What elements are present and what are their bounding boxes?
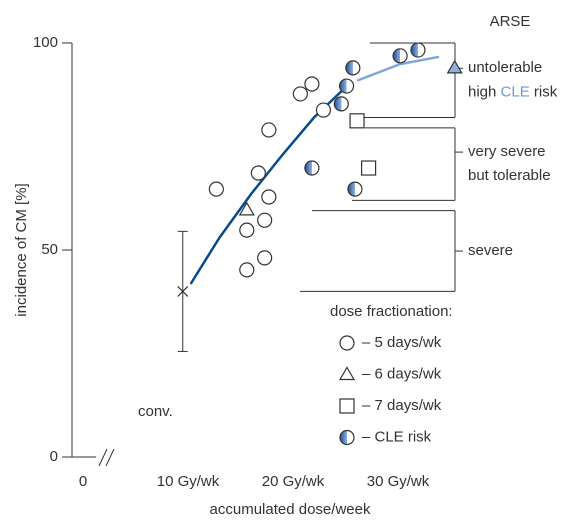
- marker-circle: [257, 212, 273, 228]
- marker-cle: [338, 78, 355, 94]
- y-tick-label: 0: [50, 448, 58, 465]
- marker-cle: [304, 160, 320, 176]
- band-label: but tolerable: [468, 167, 551, 184]
- marker-circle: [261, 189, 277, 205]
- band-label: untolerable: [468, 59, 542, 76]
- x-tick-label: 20 Gy/wk: [262, 473, 325, 490]
- band-label: severe: [468, 242, 513, 259]
- marker-circle: [257, 250, 273, 266]
- marker-cross: [177, 285, 189, 297]
- legend-title: dose fractionation:: [330, 303, 453, 320]
- annotation: ARSE: [490, 13, 531, 30]
- legend-label: – 5 days/wk: [362, 334, 442, 351]
- marker-circle: [304, 76, 320, 92]
- marker-square: [349, 113, 365, 129]
- marker-triangle: [238, 201, 255, 216]
- legend-label: – 7 days/wk: [362, 397, 442, 414]
- x-tick-label: 0: [79, 473, 87, 490]
- marker-cle: [392, 48, 408, 64]
- marker-circle: [261, 122, 277, 138]
- marker-triangle: [446, 59, 463, 74]
- marker-circle: [239, 262, 255, 278]
- marker-circle: [250, 165, 266, 181]
- marker-cle: [333, 96, 349, 112]
- marker-cle: [345, 60, 361, 76]
- y-tick-label: 50: [41, 241, 58, 258]
- marker-circle: [239, 222, 255, 238]
- x-tick-label: 10 Gy/wk: [157, 473, 220, 490]
- marker-cle: [339, 429, 355, 446]
- marker-triangle: [338, 366, 356, 381]
- legend-label: – CLE risk: [362, 428, 432, 445]
- legend-label: – 6 days/wk: [362, 365, 442, 382]
- marker-cle: [410, 42, 426, 58]
- annotation: conv.: [138, 403, 173, 420]
- marker-circle: [208, 181, 224, 197]
- axis-break: [105, 448, 115, 467]
- marker-square: [339, 398, 355, 414]
- band-label: high CLE risk: [468, 83, 558, 100]
- x-axis-label: accumulated dose/week: [210, 501, 371, 518]
- marker-cle: [347, 181, 363, 197]
- x-tick-label: 30 Gy/wk: [367, 473, 430, 490]
- fit-curve: [356, 55, 440, 82]
- band-label: very severe: [468, 143, 546, 160]
- y-axis-label: incidence of CM [%]: [13, 183, 30, 316]
- axis-break: [98, 448, 108, 467]
- y-tick-label: 100: [33, 34, 58, 51]
- marker-circle: [292, 86, 308, 102]
- marker-square: [361, 160, 377, 176]
- marker-circle: [339, 335, 355, 351]
- marker-circle: [315, 102, 332, 118]
